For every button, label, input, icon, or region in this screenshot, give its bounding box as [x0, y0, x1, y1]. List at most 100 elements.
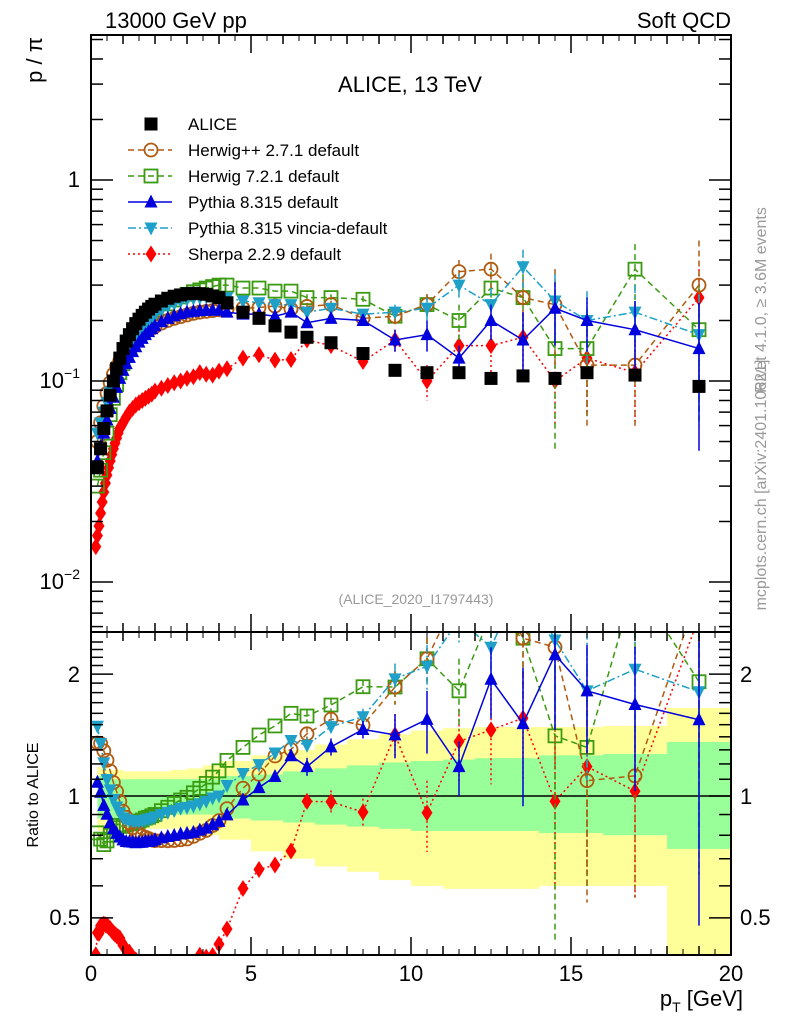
ratio-point	[103, 784, 117, 798]
ratio-point	[285, 842, 297, 860]
ratio-point	[283, 705, 299, 721]
ratio-point	[207, 947, 218, 955]
main-ticks	[90, 35, 732, 632]
ratio-point	[146, 964, 157, 981]
legend-marker	[144, 194, 158, 208]
data-point	[484, 371, 498, 385]
data-point	[285, 350, 297, 368]
series-alice	[91, 286, 706, 475]
legend-marker	[144, 117, 158, 131]
data-point	[691, 277, 707, 293]
main-panel: ALICE, 13 TeV (ALICE_2020_I1797443) p / …	[22, 34, 732, 633]
ratio-point	[182, 958, 193, 975]
data-point	[268, 319, 282, 333]
ratio-point	[323, 697, 339, 713]
ratio-point	[94, 737, 108, 751]
legend-item-herwig-7-2-1-default: Herwig 7.2.1 default	[128, 167, 339, 186]
data-point	[251, 280, 267, 296]
ytick-label-0.01: 10−2	[40, 566, 81, 594]
data-point	[235, 280, 251, 296]
ratio-series-pythia-8-315-default	[91, 632, 706, 926]
data-point	[252, 311, 266, 325]
data-point	[237, 349, 249, 367]
data-point	[692, 379, 706, 393]
ratio-point	[188, 956, 199, 973]
ratio-point	[251, 727, 267, 743]
data-point	[94, 442, 108, 456]
ratio-point	[235, 740, 251, 755]
data-point	[91, 538, 102, 556]
ytick-label-1: 1	[68, 167, 80, 192]
ratio-point	[175, 961, 186, 978]
data-point	[388, 363, 402, 377]
band-inner	[539, 755, 604, 834]
legend-label: Sherpa 2.2.9 default	[188, 245, 341, 264]
ratio-point	[579, 773, 595, 789]
data-point	[420, 302, 434, 316]
ratio-ytick-1: 1	[68, 784, 80, 809]
data-point	[284, 304, 298, 318]
ratio-point	[485, 721, 497, 739]
data-point	[103, 388, 117, 402]
ratio-point	[356, 711, 370, 725]
xtick-label-0: 0	[85, 961, 97, 986]
data-point	[451, 313, 467, 328]
data-point	[97, 422, 111, 436]
ratio-point	[324, 739, 338, 753]
legend-item-sherpa-2-2-9-default: Sherpa 2.2.9 default	[128, 245, 341, 264]
data-point	[452, 279, 466, 293]
ratio-point	[300, 759, 314, 773]
data-point	[154, 314, 168, 328]
legend-marker	[143, 168, 159, 184]
rivet-label: Rivet 4.1.0, ≥ 3.6M events	[753, 207, 770, 393]
main-ylabel: p / π	[22, 37, 47, 83]
legend-item-pythia-8-315-default: Pythia 8.315 default	[128, 193, 339, 212]
ratio-point	[284, 734, 298, 748]
data-point	[356, 347, 370, 361]
main-ytick-labels: 1 10−1 10−2	[40, 167, 81, 594]
data-point	[212, 302, 226, 316]
legend-marker	[143, 142, 159, 158]
data-point	[516, 369, 530, 383]
legend-label: Pythia 8.315 vincia-default	[188, 219, 388, 238]
data-point	[106, 374, 120, 388]
ratio-point	[452, 759, 466, 773]
band-inner	[283, 771, 316, 823]
legend-label: Pythia 8.315 default	[188, 193, 339, 212]
ratio-point	[355, 679, 371, 695]
ratio-point	[220, 807, 234, 821]
data-point	[388, 332, 402, 346]
data-point	[100, 404, 114, 418]
ratio-point	[284, 748, 298, 762]
ratio-point	[202, 948, 211, 955]
data-point	[692, 341, 706, 355]
ratio-point	[693, 585, 706, 598]
ratio-point	[357, 803, 369, 821]
data-point	[267, 283, 283, 299]
ratio-ytick-0.5: 0.5	[49, 905, 80, 930]
legend-label: Herwig 7.2.1 default	[188, 167, 339, 186]
ratio-ylabel: Ratio to ALICE	[25, 743, 42, 848]
ratio-point	[100, 773, 114, 787]
series-pythia-8-315-default	[91, 282, 706, 467]
ratio-point	[252, 780, 266, 794]
data-point	[283, 283, 299, 299]
ratio-point	[580, 683, 594, 697]
data-point	[452, 366, 466, 380]
ratio-point	[453, 614, 466, 627]
data-point	[516, 261, 530, 275]
analysis-id: (ALICE_2020_I1797443)	[339, 591, 494, 607]
ratio-point	[143, 963, 154, 980]
data-point	[420, 366, 434, 380]
ratio-point	[156, 963, 167, 980]
data-point	[213, 362, 225, 380]
data-point	[91, 478, 105, 494]
ratio-point	[91, 946, 102, 955]
ratio-point	[484, 671, 498, 685]
ratio-point	[451, 683, 467, 699]
ratio-point	[91, 774, 104, 788]
data-point	[628, 368, 642, 382]
ratio-ytick-0.5-right: 0.5	[740, 905, 771, 930]
data-point	[300, 306, 314, 320]
